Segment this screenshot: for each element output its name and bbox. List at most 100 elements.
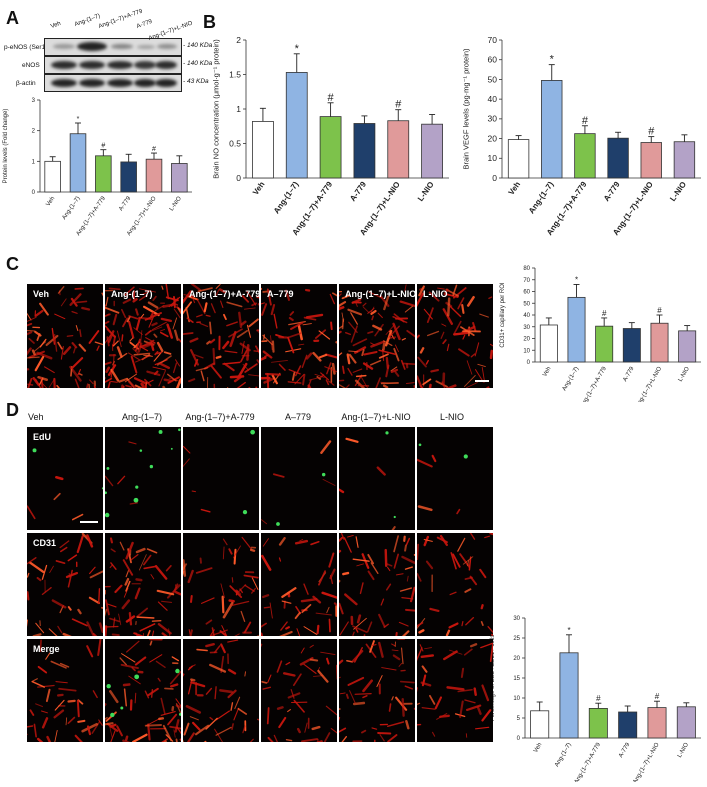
y-tick-label: 10	[513, 696, 520, 702]
vessel-streak	[105, 722, 114, 726]
x-tick-label: L-NIO	[678, 366, 691, 383]
vessel-streak	[276, 706, 284, 710]
vessel-streak	[280, 621, 288, 631]
vessel-streak	[125, 294, 129, 299]
vessel-streak	[257, 718, 259, 721]
vessel-streak	[146, 370, 161, 377]
vessel-streak	[134, 692, 137, 704]
vessel-streak	[437, 287, 445, 290]
vessel-streak	[391, 696, 394, 701]
vessel-streak	[469, 533, 476, 540]
vessel-streak	[310, 540, 320, 546]
micrograph	[261, 639, 337, 742]
vessel-streak	[32, 633, 42, 636]
vessel-streak	[48, 378, 56, 388]
vessel-streak	[286, 332, 302, 339]
vessel-streak	[241, 536, 252, 550]
micrograph-vessels	[417, 443, 468, 515]
vessel-streak	[196, 648, 208, 652]
vessel-streak	[122, 298, 132, 304]
vessel-streak	[351, 298, 362, 304]
vessel-streak	[140, 313, 145, 318]
bar	[507, 139, 530, 179]
vessel-streak	[189, 595, 193, 603]
vessel-streak	[339, 384, 347, 388]
vessel-streak	[205, 642, 215, 648]
vessel-streak	[149, 654, 163, 663]
vessel-streak	[215, 726, 232, 736]
vessel-streak	[194, 724, 210, 736]
bar	[95, 155, 112, 193]
vessel-streak	[123, 688, 128, 707]
vessel-streak	[301, 354, 308, 369]
vessel-streak	[65, 571, 79, 579]
edu-nucleus	[170, 447, 173, 450]
vessel-streak	[209, 716, 214, 721]
y-tick-label: 30	[513, 616, 520, 622]
vessel-streak	[98, 588, 101, 604]
bar	[319, 116, 342, 179]
vessel-streak	[169, 671, 181, 685]
vessel-streak	[456, 508, 461, 515]
vessel-streak	[488, 296, 493, 300]
blot-band	[155, 79, 177, 87]
vessel-streak	[38, 377, 44, 386]
vessel-streak	[54, 333, 58, 352]
vessel-streak	[262, 686, 272, 690]
vessel-streak	[125, 384, 133, 388]
vessel-streak	[110, 730, 116, 742]
vessel-streak	[161, 600, 173, 603]
vessel-streak	[261, 622, 267, 628]
vessel-streak	[89, 566, 96, 575]
blot-band	[79, 79, 105, 87]
y-tick-label: 10	[488, 153, 498, 163]
vessel-streak	[460, 326, 475, 336]
vessel-streak	[27, 368, 30, 371]
x-tick-label: Ang-(1–7)+L-NIO	[126, 195, 158, 237]
vessel-streak	[317, 669, 329, 683]
vessel-streak	[56, 693, 64, 697]
bar	[622, 328, 641, 363]
bar	[252, 121, 274, 179]
vessel-streak	[34, 355, 45, 372]
vessel-streak	[429, 607, 440, 612]
vessel-streak	[53, 377, 56, 388]
column-header: Ang-(1–7)	[121, 412, 163, 422]
vessel-streak	[215, 355, 222, 359]
bar	[559, 652, 579, 739]
y-tick-label: 0	[517, 736, 521, 742]
x-tick-label: L-NIO	[416, 180, 436, 203]
vessel-streak	[222, 601, 234, 619]
vessel-streak	[480, 604, 484, 610]
vessel-streak	[304, 722, 308, 733]
vessel-streak	[273, 313, 278, 329]
vessel-streak	[159, 328, 166, 332]
vessel-streak	[174, 591, 181, 596]
vessel-streak	[307, 384, 312, 388]
vessel-streak	[122, 683, 131, 687]
vessel-streak	[296, 727, 301, 734]
vessel-streak	[404, 544, 407, 552]
vessel-streak	[178, 338, 181, 343]
vessel-streak	[307, 379, 312, 388]
vessel-streak	[27, 316, 37, 322]
vessel-streak	[429, 694, 436, 705]
vessel-streak	[81, 722, 98, 733]
x-tick-label: Veh	[45, 196, 56, 208]
vessel-streak	[228, 599, 235, 603]
vessel-streak	[129, 502, 139, 505]
vessel-streak	[190, 681, 206, 688]
vessel-streak	[477, 363, 486, 368]
vessel-streak	[288, 369, 301, 375]
vessel-streak	[105, 475, 114, 487]
vessel-streak	[31, 680, 45, 688]
vessel-streak	[41, 564, 48, 580]
vessel-streak	[392, 322, 401, 341]
vessel-streak	[158, 370, 166, 387]
vessel-streak	[398, 662, 403, 667]
vessel-streak	[390, 366, 398, 372]
edu-nucleus	[321, 472, 326, 477]
vessel-streak	[51, 327, 56, 345]
vessel-streak	[67, 716, 76, 725]
